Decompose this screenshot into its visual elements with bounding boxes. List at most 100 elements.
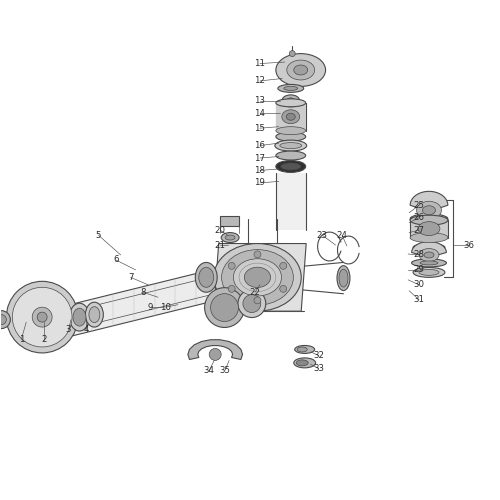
Ellipse shape	[281, 163, 300, 170]
Text: 35: 35	[220, 366, 230, 375]
Text: 10: 10	[160, 302, 171, 312]
Text: 2: 2	[41, 335, 46, 344]
Ellipse shape	[419, 270, 439, 276]
Ellipse shape	[254, 297, 261, 304]
Ellipse shape	[0, 314, 6, 324]
Bar	[410, 220, 448, 238]
Ellipse shape	[282, 95, 300, 107]
Ellipse shape	[413, 244, 445, 252]
Ellipse shape	[238, 290, 266, 318]
Ellipse shape	[209, 348, 221, 360]
Ellipse shape	[420, 261, 438, 265]
Ellipse shape	[276, 160, 306, 172]
Text: 7: 7	[128, 273, 134, 282]
Ellipse shape	[422, 206, 436, 214]
Ellipse shape	[410, 232, 448, 242]
Ellipse shape	[417, 216, 441, 222]
Ellipse shape	[424, 252, 434, 258]
Ellipse shape	[410, 214, 448, 224]
Bar	[276, 103, 306, 130]
Polygon shape	[188, 340, 242, 359]
Ellipse shape	[282, 110, 300, 124]
Ellipse shape	[419, 248, 439, 262]
Text: 4: 4	[83, 325, 88, 334]
Ellipse shape	[287, 60, 314, 80]
Ellipse shape	[196, 262, 217, 292]
Ellipse shape	[276, 151, 306, 160]
Polygon shape	[412, 242, 446, 262]
Ellipse shape	[276, 99, 306, 107]
Text: 26: 26	[414, 213, 424, 222]
Text: 11: 11	[254, 59, 266, 68]
Ellipse shape	[214, 244, 301, 311]
Ellipse shape	[89, 306, 100, 322]
Text: 19: 19	[254, 178, 266, 188]
Text: 36: 36	[464, 240, 474, 250]
Ellipse shape	[37, 312, 47, 322]
Text: 15: 15	[254, 124, 266, 132]
Text: 33: 33	[313, 364, 324, 373]
Text: 23: 23	[316, 230, 328, 239]
Ellipse shape	[275, 140, 306, 151]
Ellipse shape	[234, 259, 281, 296]
Ellipse shape	[284, 86, 298, 90]
Text: 21: 21	[214, 240, 226, 250]
Ellipse shape	[0, 310, 10, 328]
Ellipse shape	[86, 302, 103, 327]
Ellipse shape	[199, 268, 214, 287]
Text: 20: 20	[214, 226, 226, 234]
Text: 31: 31	[414, 295, 424, 304]
Text: 22: 22	[250, 288, 260, 297]
Ellipse shape	[294, 358, 316, 368]
Text: 13: 13	[254, 96, 266, 106]
Ellipse shape	[297, 347, 307, 352]
Ellipse shape	[294, 65, 308, 75]
Polygon shape	[218, 266, 244, 314]
Ellipse shape	[276, 54, 326, 86]
Text: 9: 9	[148, 302, 153, 312]
Ellipse shape	[12, 288, 72, 347]
Ellipse shape	[228, 262, 235, 270]
Ellipse shape	[295, 346, 314, 354]
Text: 17: 17	[254, 154, 266, 162]
Ellipse shape	[278, 84, 303, 92]
Ellipse shape	[244, 267, 270, 287]
Ellipse shape	[280, 142, 301, 148]
Ellipse shape	[290, 50, 295, 56]
Polygon shape	[214, 244, 306, 311]
Text: 6: 6	[113, 256, 118, 264]
Ellipse shape	[276, 132, 306, 141]
Text: 12: 12	[254, 76, 266, 86]
Ellipse shape	[337, 266, 350, 290]
Text: 25: 25	[414, 200, 424, 210]
Text: 32: 32	[313, 351, 324, 360]
Ellipse shape	[413, 268, 445, 278]
Ellipse shape	[32, 307, 52, 327]
Text: 8: 8	[140, 288, 146, 297]
Text: 24: 24	[336, 230, 347, 239]
Ellipse shape	[222, 250, 294, 305]
Ellipse shape	[296, 360, 308, 366]
Bar	[220, 216, 239, 226]
Bar	[276, 173, 306, 230]
Ellipse shape	[276, 126, 306, 134]
Ellipse shape	[280, 286, 286, 292]
Text: 3: 3	[66, 325, 71, 334]
Ellipse shape	[70, 303, 89, 331]
Text: 18: 18	[254, 166, 266, 175]
Ellipse shape	[73, 308, 86, 326]
Polygon shape	[54, 264, 235, 340]
Ellipse shape	[286, 114, 295, 120]
Ellipse shape	[210, 294, 238, 322]
Ellipse shape	[6, 282, 78, 353]
Text: 14: 14	[254, 109, 266, 118]
Ellipse shape	[416, 202, 442, 219]
Ellipse shape	[280, 262, 286, 270]
Text: 16: 16	[254, 141, 266, 150]
Ellipse shape	[287, 98, 295, 104]
Ellipse shape	[204, 288, 244, 328]
Ellipse shape	[228, 286, 235, 292]
Text: 30: 30	[414, 280, 424, 289]
Ellipse shape	[418, 222, 440, 235]
Ellipse shape	[243, 294, 261, 312]
